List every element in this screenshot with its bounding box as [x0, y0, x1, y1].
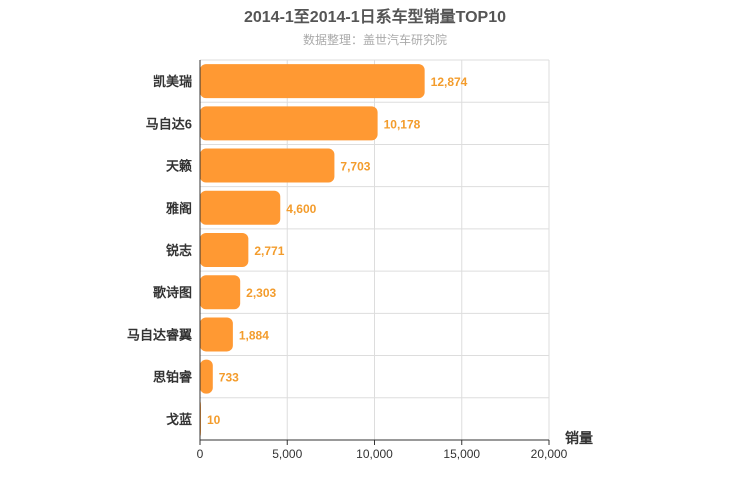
x-tick-label: 10,000 — [356, 447, 393, 461]
bar — [200, 359, 213, 394]
data-label: 7,703 — [340, 160, 370, 174]
data-label: 12,874 — [431, 75, 468, 89]
data-label: 733 — [219, 371, 239, 385]
bar — [200, 233, 249, 267]
gridlines — [199, 59, 550, 441]
category-label: 思铂睿 — [153, 370, 193, 385]
category-label: 凯美瑞 — [153, 74, 192, 89]
bar — [200, 190, 281, 225]
bar — [200, 64, 425, 99]
category-label: 戈蓝 — [166, 412, 192, 427]
x-tick-label: 15,000 — [443, 447, 480, 461]
data-label: 1,884 — [239, 328, 269, 342]
bar — [200, 106, 378, 141]
data-label: 4,600 — [286, 202, 316, 216]
bar — [200, 317, 233, 352]
x-tick-label: 5,000 — [272, 447, 302, 461]
chart-subtitle: 数据整理：盖世汽车研究院 — [303, 32, 447, 47]
x-axis-title: 销量 — [565, 430, 593, 446]
data-label: 10 — [207, 413, 221, 427]
bar — [200, 148, 335, 183]
chart-title: 2014-1至2014-1日系车型销量TOP10 — [244, 7, 506, 26]
axes: 0 5,000 10,000 15,000 20,000 — [197, 60, 568, 461]
x-tick-label: 0 — [197, 447, 204, 461]
category-label: 天籁 — [166, 159, 192, 174]
data-label: 2,771 — [254, 244, 284, 258]
data-label: 2,303 — [246, 286, 276, 300]
category-label: 雅阁 — [166, 201, 192, 216]
category-label: 歌诗图 — [153, 285, 192, 300]
bar — [200, 275, 241, 310]
category-label: 马自达6 — [146, 116, 192, 131]
category-label: 马自达睿翼 — [127, 327, 192, 342]
category-label: 锐志 — [166, 243, 192, 258]
data-label: 10,178 — [384, 117, 421, 131]
bars: 凯美瑞 12,874 马自达6 10,178 天籁 7,703 雅阁 4,600 锐志 2,771… — [127, 64, 468, 436]
x-tick-label: 20,000 — [531, 447, 568, 461]
